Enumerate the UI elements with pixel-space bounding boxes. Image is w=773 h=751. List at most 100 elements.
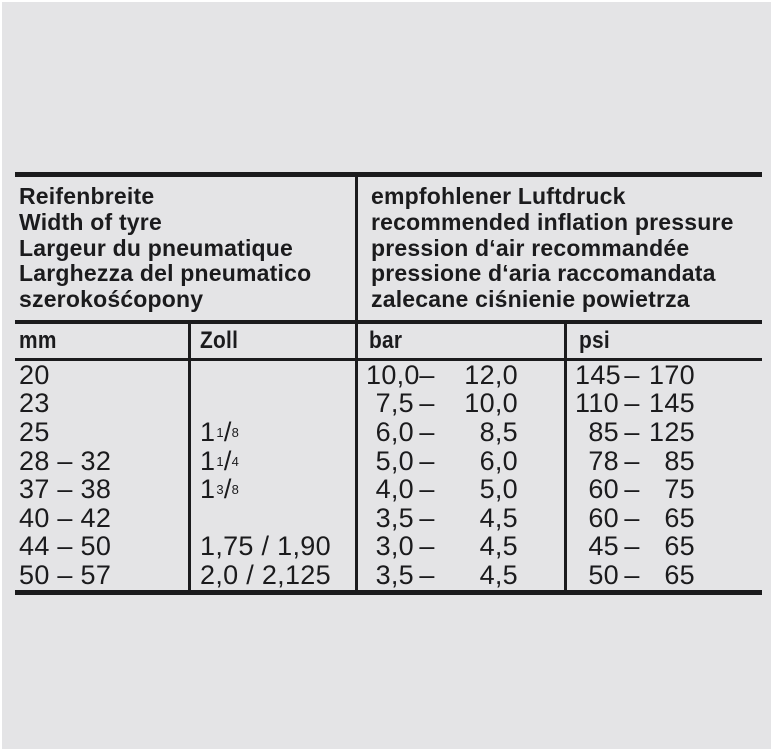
unit-header-row: mm Zoll bar psi <box>15 324 762 358</box>
zoll-fragment: 2,0 / 2,125 <box>200 559 331 590</box>
range-high: 75 <box>664 474 695 505</box>
cell-zoll: 1 3/8 <box>188 474 355 505</box>
zoll-fragment: / <box>223 416 232 447</box>
table-row: 20 10,0–12,0 145 – 170 <box>15 359 762 390</box>
column-header-zoll: Zoll <box>188 324 355 358</box>
zoll-fragment: 1 <box>216 453 224 469</box>
range-low: 3,0 <box>375 531 414 562</box>
range-low: 3,5 <box>375 559 414 590</box>
cell-bar: 3,0– 4,5 <box>355 531 564 562</box>
range-dash: – <box>419 474 435 505</box>
column-header-mm: mm <box>19 327 57 354</box>
cell-zoll <box>188 361 355 390</box>
range-low: 7,5 <box>375 388 414 419</box>
range-low: 110 <box>575 388 619 419</box>
table-row: 25 1 1/8 6,0–8,5 85–125 <box>15 416 762 447</box>
table-row: 44 – 50 1,75 / 1,90 3,0–4,5 45–65 <box>15 531 762 562</box>
table-bottom-rule <box>15 589 762 595</box>
range-high: 4,5 <box>479 531 518 562</box>
unit-header-divider-rule <box>15 358 762 361</box>
cell-zoll <box>188 503 355 533</box>
range-dash: – <box>624 388 640 419</box>
table-body: 20 10,0–12,0 145–170 23 7,5–10,0 110–145 25 1 1/… <box>15 359 762 590</box>
zoll-fragment: 4 <box>231 453 240 469</box>
range-low: 78 <box>588 445 619 476</box>
column-header-bar: bar <box>355 324 564 358</box>
table-row: 50 – 57 2,0 / 2,125 3,5–4,5 50–65 <box>15 559 762 590</box>
cell-psi: 78–85 <box>564 445 762 476</box>
zoll-fragment: 8 <box>231 482 240 498</box>
cell-zoll: 2,0 / 2,125 <box>188 559 355 590</box>
range-low: 5,0 <box>375 445 414 476</box>
cell-mm: 50 – 57 <box>19 559 112 590</box>
cell-bar: 3,5– 4,5 <box>355 502 564 533</box>
header-tyre-width-multilingual: Reifenbreite Width of tyre Largeur du pn… <box>19 183 312 313</box>
range-dash: – <box>624 445 640 476</box>
range-low: 3,5 <box>375 502 414 533</box>
range-low: 10,0 <box>366 359 420 390</box>
range-high: 170 <box>649 359 695 390</box>
cell-psi: 45–65 <box>564 531 762 562</box>
range-low: 60 <box>588 502 619 533</box>
range-low: 6,0 <box>375 416 414 447</box>
cell-bar: 10,0–12,0 <box>355 359 564 390</box>
cell-zoll <box>188 389 355 419</box>
range-dash: – <box>419 359 435 390</box>
range-high: 5,0 <box>479 474 518 505</box>
cell-bar: 5,0– 6,0 <box>355 445 564 476</box>
cell-psi: 85–125 <box>564 416 762 447</box>
table-row: 37 – 38 1 3/8 4,0–5,0 60–75 <box>15 474 762 505</box>
zoll-fragment: 1 <box>216 424 224 440</box>
cell-psi: 60–75 <box>564 474 762 505</box>
range-high: 4,5 <box>479 502 518 533</box>
range-dash: – <box>624 502 640 533</box>
zoll-fragment: 1 <box>200 416 216 447</box>
range-high: 125 <box>649 416 695 447</box>
zoll-fragment: 3 <box>216 482 224 498</box>
range-high: 65 <box>664 502 695 533</box>
zoll-fragment: / <box>223 445 232 476</box>
cell-zoll: 1 1/4 <box>188 445 355 476</box>
table-row: 28 – 32 1 1/4 5,0–6,0 78–85 <box>15 445 762 476</box>
cell-mm: 20 <box>19 359 50 390</box>
zoll-fragment: / <box>223 474 232 505</box>
table-header: Reifenbreite Width of tyre Largeur du pn… <box>15 177 762 320</box>
table-top-rule <box>15 172 762 177</box>
range-high: 10,0 <box>464 388 518 419</box>
range-high: 145 <box>649 388 695 419</box>
cell-psi: 60–65 <box>564 502 762 533</box>
range-dash: – <box>419 502 435 533</box>
cell-mm: 37 – 38 <box>19 474 112 505</box>
range-high: 6,0 <box>479 445 518 476</box>
range-dash: – <box>419 445 435 476</box>
range-low: 60 <box>588 474 619 505</box>
zoll-fragment: 1 <box>200 474 216 505</box>
range-dash: – <box>419 559 435 590</box>
table-row: 40 – 42 3,5–4,5 60–65 <box>15 502 762 533</box>
range-high: 85 <box>664 445 695 476</box>
cell-bar: 4,0– 5,0 <box>355 474 564 505</box>
range-high: 12,0 <box>464 359 518 390</box>
range-low: 50 <box>588 559 619 590</box>
range-dash: – <box>624 531 640 562</box>
header-inflation-pressure-multilingual: empfohlener Luftdruck recommended inflat… <box>355 177 762 320</box>
range-high: 8,5 <box>479 416 518 447</box>
range-high: 65 <box>664 531 695 562</box>
range-low: 4,0 <box>375 474 414 505</box>
range-dash: – <box>624 559 640 590</box>
cell-bar: 6,0– 8,5 <box>355 416 564 447</box>
range-low: 145 <box>575 359 621 390</box>
table-row: 23 7,5–10,0 110–145 <box>15 388 762 419</box>
cell-mm: 40 – 42 <box>19 502 112 533</box>
cell-zoll: 1 1/8 <box>188 416 355 447</box>
range-high: 65 <box>664 559 695 590</box>
cell-bar: 3,5– 4,5 <box>355 559 564 590</box>
range-high: 4,5 <box>479 559 518 590</box>
range-dash: – <box>419 531 435 562</box>
column-header-psi: psi <box>564 324 762 358</box>
cell-mm: 23 <box>19 388 50 419</box>
zoll-fragment: 1 <box>200 445 216 476</box>
range-dash: – <box>624 474 640 505</box>
header-divider-rule <box>15 320 762 324</box>
